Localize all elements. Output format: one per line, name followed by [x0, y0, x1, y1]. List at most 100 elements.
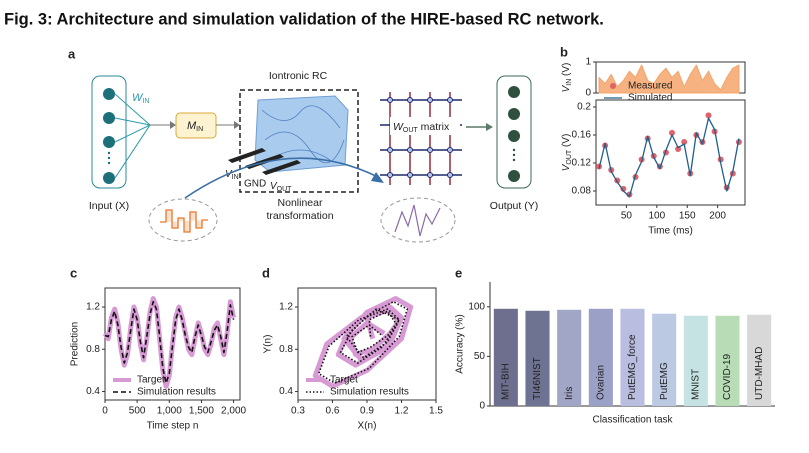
y-tick-label: 100 [468, 301, 485, 312]
x-tick-label: 0.3 [291, 406, 305, 417]
y-axis-label: VOUT (V) [561, 134, 573, 172]
label-rest: (V) [561, 134, 572, 150]
data-point [681, 139, 688, 145]
x-tick-label: 50 [621, 211, 633, 222]
y-tick-label: 0.12 [572, 158, 592, 169]
bar [588, 308, 613, 406]
label-subscript: OUT [566, 149, 573, 165]
panel-label: b [560, 44, 568, 59]
category-label: Ovarian [595, 365, 606, 400]
input-nodes [103, 88, 115, 184]
panel-label: e [455, 265, 462, 280]
data-point [620, 185, 627, 192]
output-signal [394, 204, 441, 237]
output-layer [496, 75, 532, 189]
arrow-head [486, 123, 493, 131]
bar [683, 315, 708, 406]
category-label: Iris [564, 387, 575, 400]
x-tick-label: 1,000 [157, 406, 182, 417]
panel-label: c [70, 265, 77, 280]
bar [747, 314, 772, 406]
data-line [104, 300, 235, 384]
w-in-label: WIN [132, 92, 149, 105]
y-tick-label: 0.4 [279, 386, 293, 397]
label-subscript: IN [566, 79, 573, 86]
legend-label: Simulated [628, 93, 672, 104]
plot-frame [595, 99, 746, 206]
data-point [705, 112, 712, 119]
data-line [598, 117, 740, 198]
x-tick-label: 2,000 [221, 406, 246, 417]
output-label: Output (Y) [490, 200, 538, 212]
y-tick-label: 0.4 [86, 386, 100, 397]
data-line [312, 296, 414, 389]
legend-label: Target [137, 375, 165, 386]
bar [525, 310, 550, 406]
input-layer [91, 75, 127, 189]
x-tick-label: 0 [102, 406, 108, 417]
category-label: COVID-19 [722, 353, 733, 400]
y-tick-label: 0.8 [279, 344, 293, 355]
m-in-label: MIN [187, 120, 203, 133]
x-tick-label: 0.6 [326, 406, 340, 417]
category-label: MIT-BIH [500, 363, 511, 400]
data-point [675, 146, 682, 152]
legend-label: Target [330, 375, 358, 386]
readout-matrix [380, 92, 462, 185]
plot-frame [104, 287, 241, 401]
y-tick-label: 0 [479, 401, 485, 412]
x-axis-label: Classification task [592, 415, 673, 426]
x-tick-label: 0.9 [360, 406, 374, 417]
arrow-head [234, 121, 240, 129]
category-label: PutEMG [659, 362, 670, 400]
arrow-head [371, 172, 384, 183]
x-tick-label: 1,500 [189, 406, 214, 417]
category-label: PutEMG_force [627, 334, 638, 400]
y-tick-label: 0.08 [572, 186, 592, 197]
panel-label: a [68, 46, 76, 61]
bar [652, 313, 677, 406]
input-signal [160, 209, 208, 233]
v-out-label: VOUT [270, 181, 292, 193]
label-symbol: V [561, 163, 572, 171]
data-line [102, 296, 237, 389]
x-tick-label: 100 [648, 211, 665, 222]
y-tick-label: 1.2 [86, 302, 100, 313]
output-nodes [508, 86, 520, 182]
input-signal-bubble [148, 198, 218, 242]
x-tick-label: 1.5 [429, 406, 443, 417]
bar [620, 308, 645, 406]
y-tick-label: 1.2 [279, 302, 293, 313]
legend-swatch [610, 83, 616, 89]
category-label: MNIST [690, 369, 701, 400]
data-line [598, 64, 740, 94]
y-axis-label: Prediction [70, 322, 81, 366]
reservoir-device [228, 95, 349, 175]
panel-label: d [262, 265, 270, 280]
legend-label: Simulation results [137, 387, 216, 398]
y-tick-label: 0 [585, 88, 591, 99]
y-axis-label: VIN (V) [561, 63, 573, 93]
category-label: UTD-MHAD [754, 347, 765, 400]
x-tick-label: 150 [679, 211, 696, 222]
x-tick-label: 500 [129, 406, 146, 417]
input-label: Input (X) [89, 200, 129, 212]
y-tick-label: 0.2 [577, 102, 591, 113]
output-signal-bubble [380, 197, 456, 243]
category-label: TI46NIST [532, 357, 543, 400]
y-tick-label: 0.8 [86, 344, 100, 355]
data-point [669, 129, 676, 136]
label-symbol: V [561, 84, 572, 92]
transform-label: transformation [266, 210, 333, 222]
transform-label: Nonlinear [278, 197, 323, 209]
y-tick-label: 1 [585, 57, 591, 68]
y-tick-label: 0.16 [572, 130, 592, 141]
reservoir-title: Iontronic RC [269, 70, 328, 82]
bar [715, 315, 740, 406]
transform-arrow [184, 157, 381, 199]
x-axis-label: X(n) [358, 421, 377, 432]
y-axis-label: Accuracy (%) [455, 314, 466, 373]
input-weights [114, 93, 151, 179]
legend-label: Measured [628, 81, 672, 92]
